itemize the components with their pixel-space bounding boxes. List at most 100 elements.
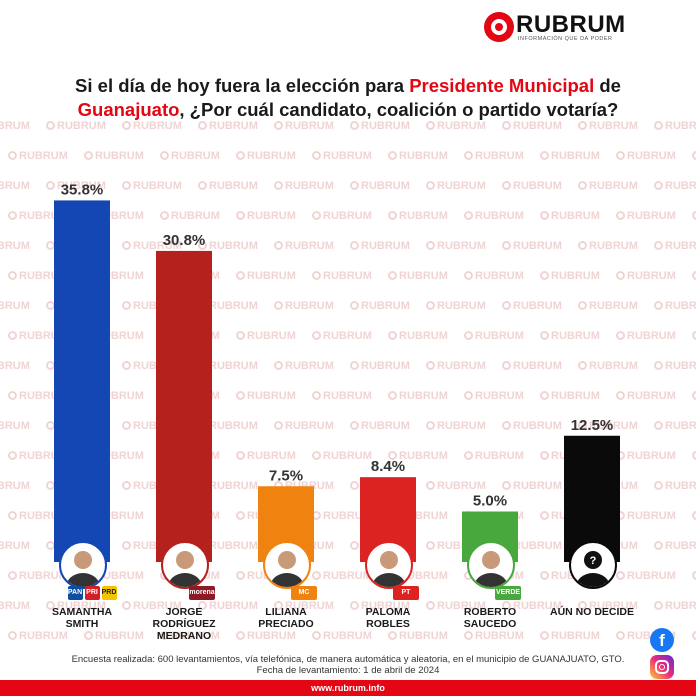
watermark-text: RUBRUM (464, 450, 524, 462)
title-part-2: de (594, 75, 621, 96)
candidate-name-line: RODRÍGUEZ (152, 618, 216, 630)
bar-value-label: 30.8% (163, 232, 206, 249)
watermark-text: RUBRUM (654, 240, 696, 252)
bar-value-label: 8.4% (371, 458, 405, 475)
watermark-text: RUBRUM (540, 390, 600, 402)
instagram-icon[interactable] (650, 655, 674, 679)
watermark-text: RUBRUM (312, 210, 372, 222)
logo-tagline: INFORMACIÓN QUE DA PODER (518, 36, 613, 42)
candidate-name: SAMANTHA SMITH (27, 606, 137, 630)
watermark-text: RUBRUM (426, 480, 486, 492)
watermark-text: RUBRUM (388, 330, 448, 342)
watermark-text: RUBRUM (578, 180, 638, 192)
watermark-text: RUBRUM (350, 600, 410, 612)
party-badge: PRI (84, 586, 100, 600)
watermark-text: RUBRUM (0, 240, 30, 252)
watermark-text: RUBRUM (84, 150, 144, 162)
watermark-text: RUBRUM (236, 330, 296, 342)
party-badge: PT (393, 586, 419, 600)
watermark-text: RUBRUM (350, 300, 410, 312)
watermark-text: RUBRUM (160, 210, 220, 222)
candidate-name-line: PALOMA (365, 606, 411, 618)
watermark-text: RUBRUM (388, 210, 448, 222)
watermark-text: RUBRUM (426, 300, 486, 312)
watermark-text: RUBRUM (692, 390, 696, 402)
watermark-text: RUBRUM (464, 210, 524, 222)
watermark-text: RUBRUM (236, 150, 296, 162)
watermark-text: RUBRUM (692, 150, 696, 162)
watermark-text: RUBRUM (616, 570, 676, 582)
watermark-text: RUBRUM (8, 630, 68, 642)
watermark-text: RUBRUM (0, 180, 30, 192)
watermark-text: RUBRUM (312, 630, 372, 642)
watermark-text: RUBRUM (198, 600, 258, 612)
party-badge: morena (189, 586, 215, 600)
watermark-text: RUBRUM (502, 300, 562, 312)
watermark-text: RUBRUM (0, 540, 30, 552)
watermark-text: RUBRUM (388, 390, 448, 402)
watermark-text: RUBRUM (236, 390, 296, 402)
candidate-name-line: JORGE (165, 606, 203, 618)
title-part-1: Si el día de hoy fuera la elección para (75, 75, 410, 96)
watermark-text: RUBRUM (654, 360, 696, 372)
watermark-text: RUBRUM (388, 450, 448, 462)
undecided-silhouette-icon: ? (569, 541, 617, 589)
candidate-name-line: MEDRANO (156, 630, 212, 642)
watermark-text: RUBRUM (502, 180, 562, 192)
watermark-text: RUBRUM (236, 210, 296, 222)
watermark-text: RUBRUM (198, 240, 258, 252)
facebook-icon[interactable]: f (650, 628, 674, 652)
candidate-name: PALOMA ROBLES (333, 606, 443, 630)
watermark-text: RUBRUM (312, 450, 372, 462)
watermark-text: RUBRUM (312, 570, 372, 582)
watermark-text: RUBRUM (692, 570, 696, 582)
watermark-text: RUBRUM (540, 210, 600, 222)
watermark-text: RUBRUM (502, 360, 562, 372)
candidate-photo (365, 541, 413, 589)
watermark-text: RUBRUM (8, 570, 68, 582)
bar-6 (564, 435, 620, 562)
watermark-text: RUBRUM (654, 420, 696, 432)
party-badge: VERDE (495, 586, 521, 600)
candidate-name-line: SAMANTHA (51, 606, 113, 618)
logo-text: RUBRUM (516, 11, 626, 38)
watermark-text: RUBRUM (122, 120, 182, 132)
watermark-text: RUBRUM (464, 630, 524, 642)
watermark-text: RUBRUM (274, 600, 334, 612)
watermark-text: RUBRUM (0, 420, 30, 432)
watermark-text: RUBRUM (160, 150, 220, 162)
footnote-line-1: Encuesta realizada: 600 levantamientos, … (71, 654, 625, 665)
watermark-text: RUBRUM (578, 300, 638, 312)
watermark-text: RUBRUM (654, 180, 696, 192)
watermark-text: RUBRUM (84, 630, 144, 642)
watermark-text: RUBRUM (312, 150, 372, 162)
watermark-text: RUBRUM (274, 180, 334, 192)
watermark-text: RUBRUM (578, 360, 638, 372)
watermark-text: RUBRUM (502, 240, 562, 252)
candidate-name-line: PRECIADO (258, 618, 314, 630)
watermark-text: RUBRUM (426, 360, 486, 372)
bar-value-label: 5.0% (473, 493, 507, 510)
watermark-text: RUBRUM (616, 210, 676, 222)
watermark-text: RUBRUM (312, 390, 372, 402)
watermark-text: RUBRUM (692, 330, 696, 342)
watermark-text: RUBRUM (540, 330, 600, 342)
watermark-text: RUBRUM (274, 360, 334, 372)
watermark-text: RUBRUM (616, 270, 676, 282)
watermark-text: RUBRUM (8, 150, 68, 162)
watermark-text: RUBRUM (692, 270, 696, 282)
candidate-photo (263, 541, 311, 589)
watermark-text: RUBRUM (616, 330, 676, 342)
bar-1 (54, 200, 110, 563)
watermark-text: RUBRUM (350, 420, 410, 432)
rubrum-logo: RUBRUM INFORMACIÓN QUE DA PODER (484, 10, 626, 44)
watermark-text: RUBRUM (654, 600, 696, 612)
watermark-text: RUBRUM (198, 120, 258, 132)
watermark-text: RUBRUM (388, 150, 448, 162)
footer-url-link[interactable]: www.rubrum.info (311, 683, 385, 693)
watermark-text: RUBRUM (464, 390, 524, 402)
footer-bar (0, 680, 696, 696)
watermark-text: RUBRUM (540, 150, 600, 162)
watermark-text: RUBRUM (274, 300, 334, 312)
watermark-text: RUBRUM (578, 240, 638, 252)
